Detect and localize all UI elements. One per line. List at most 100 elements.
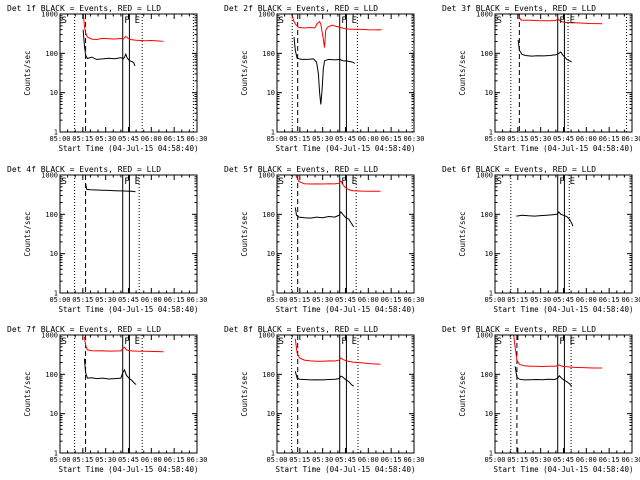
- marker-e: E: [352, 177, 357, 187]
- y-tick-label: 1: [271, 450, 275, 458]
- x-tick-label: 06:15: [599, 135, 620, 143]
- y-axis-label: Counts/sec: [23, 211, 32, 256]
- x-axis-label: Start Time (04-Jul-15 04:58:40): [59, 305, 199, 314]
- panel-3: Det 3f BLACK = Events, RED = LLD Counts/s…: [442, 4, 640, 153]
- y-axis-label: Counts/sec: [458, 50, 467, 95]
- series-events-line: [85, 183, 136, 193]
- x-tick-label: 05:30: [312, 135, 333, 143]
- panel-8: Det 8f BLACK = Events, RED = LLD Counts/s…: [224, 325, 425, 474]
- marker-f: F: [341, 337, 346, 347]
- plot-content: [291, 14, 413, 132]
- y-tick-label: 10: [485, 89, 493, 97]
- x-tick-label: 06:30: [186, 135, 207, 143]
- x-tick-label: 05:45: [118, 135, 139, 143]
- panel-1: Det 1f BLACK = Events, RED = LLD Counts/s…: [7, 4, 208, 153]
- x-tick-label: 06:15: [381, 135, 402, 143]
- marker-f: F: [341, 16, 346, 26]
- y-tick-label: 1000: [476, 332, 493, 340]
- x-tick-label: 06:15: [381, 456, 402, 464]
- x-axis-label: Start Time (04-Jul-15 04:58:40): [494, 465, 634, 474]
- x-tick-label: 06:30: [403, 135, 424, 143]
- panel-4: Det 4f BLACK = Events, RED = LLD Counts/s…: [7, 165, 208, 314]
- y-axis-label: Counts/sec: [23, 50, 32, 95]
- panel-title: Det 5f BLACK = Events, RED = LLD: [224, 165, 378, 174]
- marker-s: S: [62, 177, 67, 187]
- series-lld-line: [83, 336, 164, 353]
- x-tick-label: 06:15: [164, 135, 185, 143]
- plot-frame: [59, 334, 198, 454]
- x-tick-label: 05:30: [95, 296, 116, 304]
- marker-s: S: [279, 337, 284, 347]
- panel-title: Det 3f BLACK = Events, RED = LLD: [442, 4, 596, 13]
- x-tick-label: 06:00: [576, 135, 597, 143]
- marker-f: F: [124, 337, 129, 347]
- plot-content: [291, 175, 381, 293]
- y-tick-label: 1000: [476, 11, 493, 19]
- x-tick-label: 05:45: [335, 135, 356, 143]
- x-tick-label: 05:30: [312, 296, 333, 304]
- series-lld-line: [82, 14, 164, 42]
- x-tick-label: 06:30: [621, 456, 640, 464]
- y-axis-label: Counts/sec: [458, 211, 467, 256]
- y-tick-label: 10: [485, 250, 493, 258]
- y-tick-label: 1: [489, 450, 493, 458]
- panel-title: Det 4f BLACK = Events, RED = LLD: [7, 165, 161, 174]
- y-tick-label: 100: [480, 211, 493, 219]
- x-tick-label: 05:15: [72, 296, 93, 304]
- panel-2: Det 2f BLACK = Events, RED = LLD Counts/s…: [224, 4, 425, 153]
- x-tick-label: 05:15: [507, 296, 528, 304]
- x-tick-label: 05:45: [335, 456, 356, 464]
- y-axis-label: Counts/sec: [240, 50, 249, 95]
- y-tick-label: 1: [271, 290, 275, 298]
- marker-e: E: [570, 16, 575, 26]
- marker-s: S: [62, 16, 67, 26]
- panel-title: Det 8f BLACK = Events, RED = LLD: [224, 325, 378, 334]
- y-tick-label: 100: [262, 211, 275, 219]
- marker-e: E: [135, 337, 140, 347]
- y-tick-label: 10: [485, 410, 493, 418]
- marker-f: F: [559, 337, 564, 347]
- y-axis-label: Counts/sec: [240, 211, 249, 256]
- series-events-line: [517, 39, 572, 63]
- plot-content: [74, 175, 140, 293]
- x-tick-label: 05:45: [553, 456, 574, 464]
- x-tick-label: 05:15: [289, 135, 310, 143]
- x-tick-label: 05:45: [335, 296, 356, 304]
- x-tick-label: 06:30: [403, 456, 424, 464]
- x-tick-label: 06:30: [186, 456, 207, 464]
- x-tick-label: 06:00: [141, 135, 162, 143]
- x-tick-label: 05:00: [49, 456, 70, 464]
- x-axis-label: Start Time (04-Jul-15 04:58:40): [494, 305, 634, 314]
- x-tick-label: 06:00: [358, 456, 379, 464]
- y-tick-label: 10: [267, 89, 275, 97]
- marker-f: F: [559, 177, 564, 187]
- y-axis-label: Counts/sec: [240, 371, 249, 416]
- panel-title: Det 1f BLACK = Events, RED = LLD: [7, 4, 161, 13]
- series-events-line: [294, 371, 354, 387]
- x-tick-label: 05:30: [530, 296, 551, 304]
- marker-s: S: [497, 337, 502, 347]
- y-axis-label: Counts/sec: [458, 371, 467, 416]
- x-tick-label: 05:30: [312, 456, 333, 464]
- y-tick-label: 1: [271, 129, 275, 137]
- y-tick-label: 100: [45, 211, 58, 219]
- y-tick-label: 100: [262, 50, 275, 58]
- x-tick-label: 05:00: [266, 296, 287, 304]
- plot-content: [74, 335, 164, 453]
- x-tick-label: 05:15: [507, 456, 528, 464]
- y-tick-label: 1: [54, 290, 58, 298]
- x-tick-label: 06:30: [186, 296, 207, 304]
- panel-7: Det 7f BLACK = Events, RED = LLD Counts/s…: [7, 325, 208, 474]
- x-tick-label: 06:00: [358, 296, 379, 304]
- panel-title: Det 2f BLACK = Events, RED = LLD: [224, 4, 378, 13]
- x-axis-label: Start Time (04-Jul-15 04:58:40): [276, 465, 416, 474]
- x-tick-label: 05:00: [484, 296, 505, 304]
- series-lld-line: [295, 175, 381, 192]
- y-tick-label: 10: [267, 410, 275, 418]
- marker-f: F: [124, 177, 129, 187]
- y-tick-label: 1000: [258, 11, 275, 19]
- series-events-line: [293, 36, 356, 105]
- marker-e: E: [352, 16, 357, 26]
- x-tick-label: 05:00: [49, 135, 70, 143]
